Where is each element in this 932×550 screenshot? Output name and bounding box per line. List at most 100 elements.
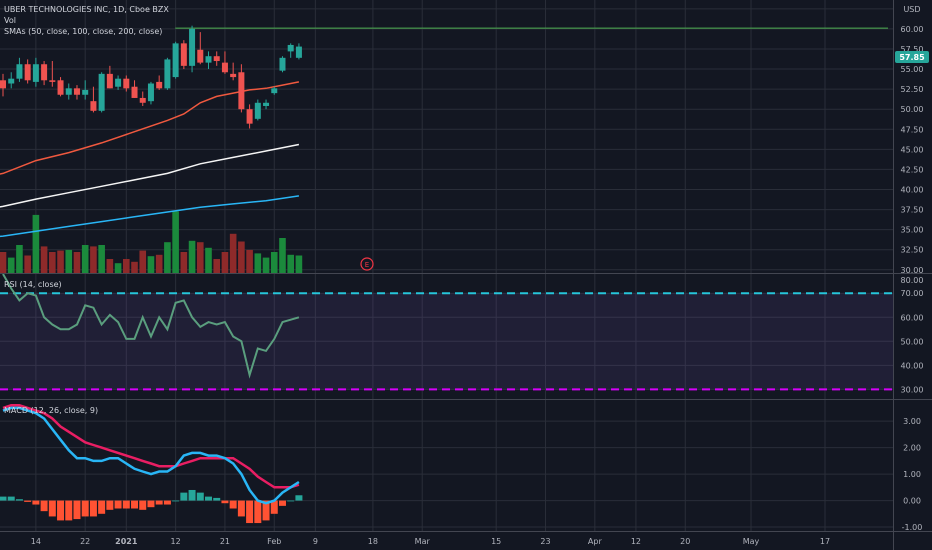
candle-body <box>230 73 237 78</box>
candle-body <box>57 80 64 95</box>
price-tick-label: 52.50 <box>901 85 924 94</box>
volume-bar <box>57 250 64 273</box>
macd-histogram-bar <box>48 500 56 517</box>
candle-body <box>189 28 196 66</box>
candle-body <box>115 78 122 87</box>
sma-legend[interactable]: SMAs (50, close, 100, close, 200, close) <box>4 27 162 36</box>
macd-histogram-bar <box>40 500 48 512</box>
price-tick-label: 57.50 <box>901 45 924 54</box>
volume-bar <box>188 240 196 273</box>
volume-bar <box>114 263 122 273</box>
candle-body <box>287 44 294 52</box>
macd-histogram-bar <box>0 496 7 501</box>
candle-body <box>8 78 15 84</box>
candle-body <box>197 49 204 63</box>
macd-histogram-bar <box>213 497 221 501</box>
candle-body <box>139 97 146 103</box>
volume-legend[interactable]: Vol <box>4 16 16 25</box>
candle-body <box>98 73 105 111</box>
candle-body <box>254 102 261 119</box>
volume-bar <box>147 256 155 273</box>
time-tick-label: 21 <box>220 537 230 546</box>
macd-histogram-bar <box>172 500 180 502</box>
rsi-axis[interactable]: 80.00 70.00 60.00 50.00 40.00 30.00 <box>901 276 924 394</box>
macd-histogram-bar <box>106 500 114 510</box>
volume-bar <box>213 259 221 273</box>
chart-title[interactable]: UBER TECHNOLOGIES INC, 1D, Cboe BZX <box>4 5 169 14</box>
price-tick-label: 32.50 <box>901 246 924 255</box>
macd-line <box>2 406 300 505</box>
macd-histogram-bar <box>237 500 245 517</box>
sma50-line <box>0 81 300 175</box>
price-axis[interactable]: 60.00 57.50 55.00 52.50 50.00 47.50 45.00 42.50… <box>901 25 924 275</box>
candle-body <box>123 78 130 89</box>
candle-body <box>213 56 220 62</box>
macd-axis[interactable]: 3.00 2.00 1.00 0.00 -1.00 <box>902 417 923 532</box>
volume-bar <box>229 233 237 273</box>
candle-body <box>41 64 48 81</box>
macd-histogram-bar <box>262 500 270 521</box>
price-tick-label: 30.00 <box>901 266 924 275</box>
macd-tick-label: 0.00 <box>903 497 921 506</box>
candle-body <box>82 89 89 95</box>
candle-body <box>164 59 171 89</box>
candle-body <box>279 57 286 71</box>
volume-bar <box>40 246 48 273</box>
macd-histogram-bar <box>139 500 147 510</box>
macd-histogram-bar <box>254 500 262 524</box>
candle-body <box>0 80 6 89</box>
macd-legend[interactable]: MACD (12, 26, close, 9) <box>4 406 98 415</box>
last-price-value: 57.85 <box>899 53 925 62</box>
volume-bar <box>196 242 204 273</box>
time-tick-label: May <box>743 537 760 546</box>
time-tick-label: 14 <box>31 537 41 546</box>
volume-bar <box>279 238 286 273</box>
macd-histogram-bar <box>147 500 155 508</box>
rsi-band <box>0 293 893 390</box>
macd-histogram-bar <box>278 500 286 506</box>
rsi-pane <box>0 273 893 391</box>
last-price-tag <box>895 51 929 63</box>
time-tick-label: Feb <box>267 537 281 546</box>
volume-bar <box>287 254 294 273</box>
candle-body <box>246 109 253 124</box>
macd-tick-label: 3.00 <box>903 417 921 426</box>
macd-histogram-bar <box>295 495 303 501</box>
volume-bar <box>98 245 105 273</box>
candles[interactable] <box>0 25 302 129</box>
currency-label: USD <box>903 5 920 14</box>
candle-body <box>131 86 138 98</box>
macd-histogram-bar <box>114 500 122 509</box>
volume-bar <box>164 242 171 273</box>
time-tick-label: Apr <box>588 537 603 546</box>
price-tick-label: 45.00 <box>901 145 924 154</box>
volume-bar <box>7 257 15 273</box>
candle-body <box>180 43 187 66</box>
candle-body <box>271 88 278 94</box>
rsi-tick-label: 30.00 <box>901 385 924 394</box>
rsi-tick-label: 50.00 <box>901 337 924 346</box>
volume-bar <box>221 252 229 273</box>
volume-bars <box>0 211 303 273</box>
volume-bar <box>295 255 303 273</box>
candle-body <box>295 46 302 58</box>
rsi-tick-label: 60.00 <box>901 313 924 322</box>
earnings-marker[interactable] <box>360 257 374 271</box>
macd-histogram-bar <box>163 500 171 505</box>
macd-histogram-bar <box>89 500 97 517</box>
macd-histogram-bar <box>270 500 278 514</box>
rsi-legend[interactable]: RSI (14, close) <box>4 280 62 289</box>
macd-histogram-bar <box>81 500 89 517</box>
candle-body <box>106 73 113 89</box>
volume-bar <box>246 249 253 273</box>
volume-bar <box>155 254 163 273</box>
time-axis[interactable]: 14 22 2021 12 21 Feb 9 18 Mar 15 23 Apr 12 20 May 17 <box>31 537 830 546</box>
volume-bar <box>106 259 114 273</box>
volume-bar <box>172 211 179 273</box>
macd-histogram-bar <box>221 500 229 504</box>
volume-bar <box>238 241 245 273</box>
macd-histogram-bar <box>246 500 254 524</box>
candle-body <box>32 64 39 82</box>
